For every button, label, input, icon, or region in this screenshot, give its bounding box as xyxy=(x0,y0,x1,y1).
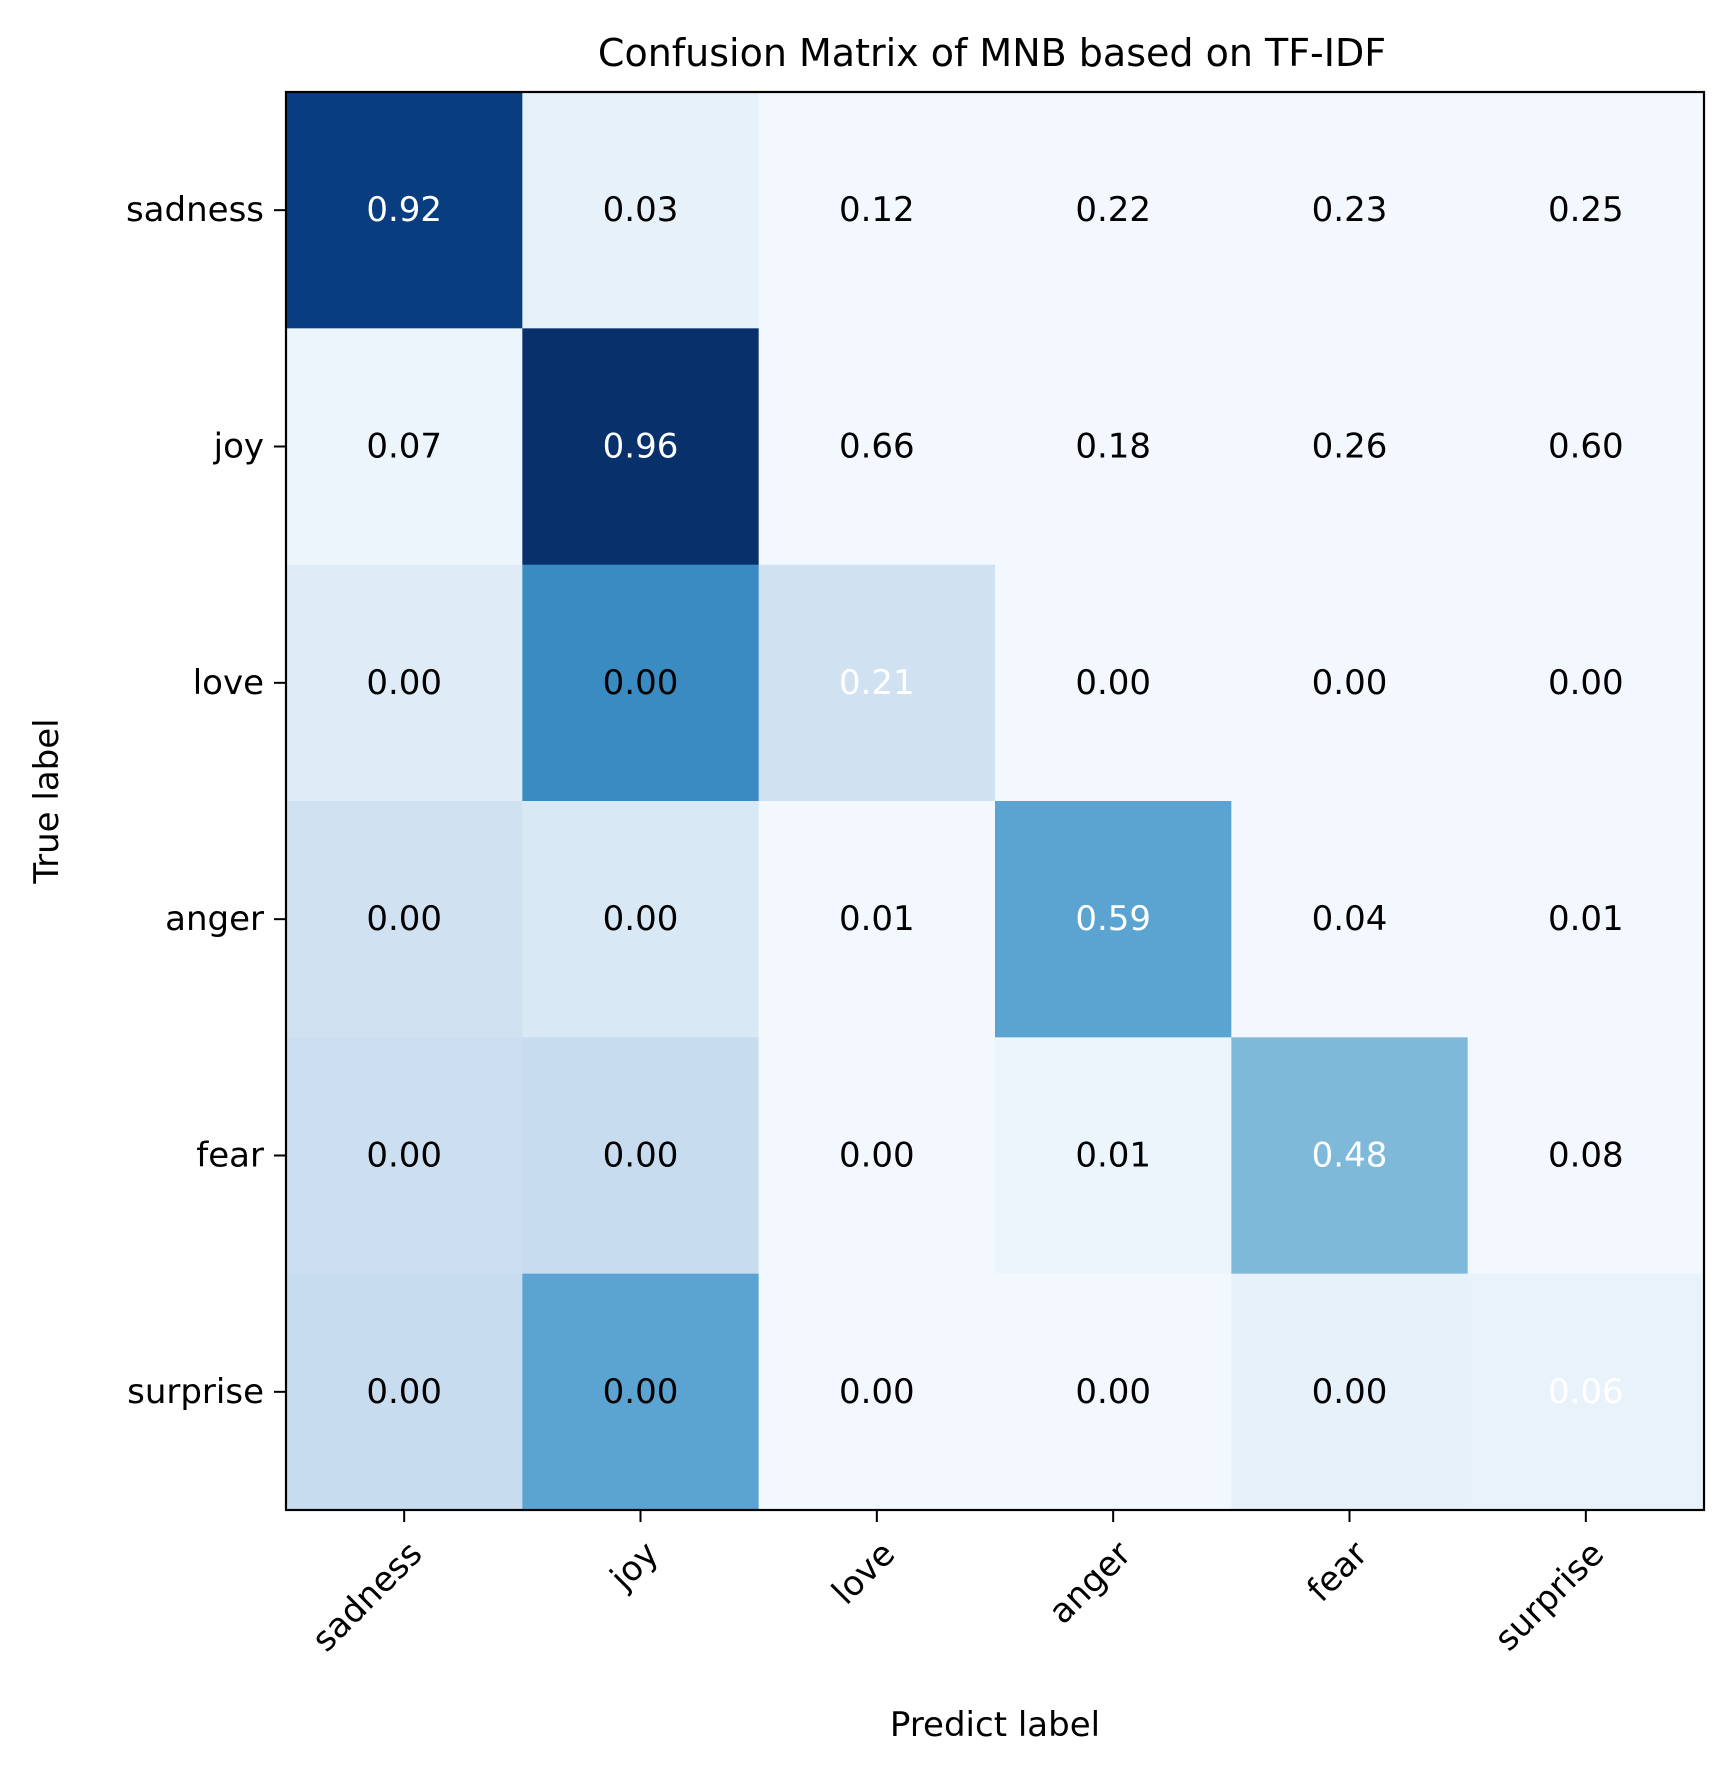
y-axis-label: True label xyxy=(27,718,67,884)
heatmap-cell-sadness-sadness xyxy=(286,92,523,329)
x-tick-label-surprise: surprise xyxy=(1487,1534,1612,1659)
cell-label-sadness-sadness: 0.92 xyxy=(366,190,442,230)
cell-label-joy-anger: 0.18 xyxy=(1075,427,1151,467)
heatmap-cell-sadness-surprise xyxy=(1467,92,1705,329)
heatmap-cell-anger-love xyxy=(758,801,996,1038)
heatmap-cell-labels: 0.92 0.03 0.12 0.22 0.23 0.25 0.07 0.96 0.66 0.18… xyxy=(366,190,1623,1412)
cell-label-fear-love: 0.00 xyxy=(839,1136,915,1176)
heatmap-cell-surprise-sadness xyxy=(286,1273,523,1511)
plot-frame xyxy=(284,90,1706,1512)
heatmap-cell-anger-anger xyxy=(995,801,1232,1038)
cell-label-anger-anger: 0.59 xyxy=(1075,899,1151,939)
cell-label-love-anger: 0.00 xyxy=(1075,663,1151,703)
heatmap-cells xyxy=(286,92,1705,1511)
heatmap-cell-love-fear xyxy=(1231,564,1469,802)
x-tick-label-joy: joy xyxy=(602,1534,667,1599)
cell-label-fear-sadness: 0.00 xyxy=(366,1136,442,1176)
heatmap-cell-joy-joy xyxy=(522,328,760,566)
x-tick-label-love: love xyxy=(824,1534,903,1613)
y-tick-label-love: love xyxy=(193,663,264,703)
cell-label-surprise-love: 0.00 xyxy=(839,1372,915,1412)
heatmap-cell-love-sadness xyxy=(286,564,523,802)
heatmap-cell-anger-joy xyxy=(522,801,760,1038)
heatmap-cell-anger-surprise xyxy=(1467,801,1705,1038)
cell-label-surprise-fear: 0.00 xyxy=(1312,1372,1388,1412)
cell-label-joy-joy: 0.96 xyxy=(603,427,679,467)
cell-label-sadness-fear: 0.23 xyxy=(1312,190,1388,230)
cell-label-anger-joy: 0.00 xyxy=(603,899,679,939)
cell-label-sadness-joy: 0.03 xyxy=(603,190,679,230)
y-tick-label-sadness: sadness xyxy=(126,190,264,230)
heatmap-cell-anger-sadness xyxy=(286,801,523,1038)
heatmap-cell-surprise-surprise xyxy=(1467,1273,1705,1511)
heatmap-cell-surprise-love xyxy=(758,1273,996,1511)
cell-label-anger-surprise: 0.01 xyxy=(1548,899,1624,939)
heatmap-cell-fear-surprise xyxy=(1467,1037,1705,1275)
heatmap-cell-surprise-anger xyxy=(995,1273,1232,1511)
cell-label-love-sadness: 0.00 xyxy=(366,663,442,703)
heatmap-cell-surprise-fear xyxy=(1231,1273,1469,1511)
cell-label-surprise-anger: 0.00 xyxy=(1075,1372,1151,1412)
heatmap-cell-love-joy xyxy=(522,564,760,802)
cell-label-surprise-joy: 0.00 xyxy=(603,1372,679,1412)
heatmap-cell-sadness-anger xyxy=(995,92,1232,329)
heatmap-cell-sadness-love xyxy=(758,92,996,329)
cell-label-joy-fear: 0.26 xyxy=(1312,427,1388,467)
heatmap-cell-love-surprise xyxy=(1467,564,1705,802)
heatmap-cell-fear-love xyxy=(758,1037,996,1275)
cell-label-anger-love: 0.01 xyxy=(839,899,915,939)
heatmap-cell-fear-joy xyxy=(522,1037,760,1275)
heatmap-cell-fear-sadness xyxy=(286,1037,523,1275)
cell-label-surprise-sadness: 0.00 xyxy=(366,1372,442,1412)
cell-label-love-fear: 0.00 xyxy=(1312,663,1388,703)
cell-label-fear-anger: 0.01 xyxy=(1075,1136,1151,1176)
cell-label-joy-sadness: 0.07 xyxy=(366,427,442,467)
heatmap-cell-sadness-joy xyxy=(522,92,760,329)
cell-label-fear-fear: 0.48 xyxy=(1312,1136,1388,1176)
heatmap-cell-love-anger xyxy=(995,564,1232,802)
y-tick-label-surprise: surprise xyxy=(127,1372,264,1412)
heatmap-cell-joy-surprise xyxy=(1467,328,1705,566)
cell-label-fear-joy: 0.00 xyxy=(603,1136,679,1176)
heatmap-cell-love-love xyxy=(758,564,996,802)
y-axis-ticks: sadness joy love anger fear surprise xyxy=(126,190,286,1412)
heatmap-cell-joy-sadness xyxy=(286,328,523,566)
heatmap-cell-fear-anger xyxy=(995,1037,1232,1275)
heatmap-cell-sadness-fear xyxy=(1231,92,1469,329)
x-tick-label-sadness: sadness xyxy=(304,1534,430,1660)
x-tick-label-anger: anger xyxy=(1041,1534,1139,1632)
heatmap-cell-fear-fear xyxy=(1231,1037,1469,1275)
chart-title: Confusion Matrix of MNB based on TF-IDF xyxy=(598,31,1386,75)
y-tick-label-joy: joy xyxy=(213,427,264,467)
cell-label-sadness-anger: 0.22 xyxy=(1075,190,1151,230)
cell-label-love-love: 0.21 xyxy=(839,663,915,703)
cell-label-joy-surprise: 0.60 xyxy=(1548,427,1624,467)
cell-label-joy-love: 0.66 xyxy=(839,427,915,467)
cell-label-sadness-love: 0.12 xyxy=(839,190,915,230)
heatmap-cell-joy-love xyxy=(758,328,996,566)
cell-label-anger-fear: 0.04 xyxy=(1312,899,1388,939)
heatmap-cell-anger-fear xyxy=(1231,801,1469,1038)
cell-label-love-joy: 0.00 xyxy=(603,663,679,703)
cell-label-anger-sadness: 0.00 xyxy=(366,899,442,939)
heatmap-cell-surprise-joy xyxy=(522,1273,760,1511)
cell-label-sadness-surprise: 0.25 xyxy=(1548,190,1624,230)
y-tick-label-anger: anger xyxy=(165,899,264,939)
x-axis-label: Predict label xyxy=(890,1705,1100,1745)
cell-label-fear-surprise: 0.08 xyxy=(1548,1136,1624,1176)
cell-label-love-surprise: 0.00 xyxy=(1548,663,1624,703)
x-axis-ticks: sadness joy love anger fear surprise xyxy=(304,1510,1612,1660)
y-tick-label-fear: fear xyxy=(196,1136,264,1176)
heatmap-cell-joy-anger xyxy=(995,328,1232,566)
cell-label-surprise-surprise: 0.06 xyxy=(1548,1372,1624,1412)
heatmap-cell-joy-fear xyxy=(1231,328,1469,566)
x-tick-label-fear: fear xyxy=(1299,1534,1375,1610)
